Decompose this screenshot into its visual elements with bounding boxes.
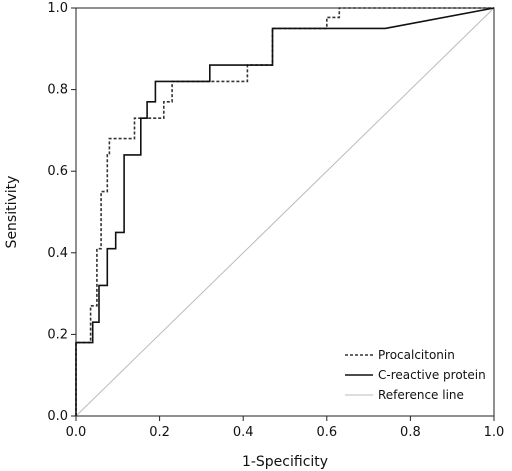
x-axis-title: 1-Specificity — [242, 454, 328, 470]
legend-label-procalcitonin: Procalcitonin — [378, 348, 455, 362]
y-tick-label: 0.4 — [47, 246, 68, 261]
legend-label-reference-line: Reference line — [378, 388, 464, 402]
x-tick-label: 0.4 — [233, 425, 254, 440]
x-tick-label: 0.0 — [66, 425, 87, 440]
y-tick-label: 0.6 — [47, 164, 68, 179]
y-tick-label: 1.0 — [47, 1, 68, 16]
plot-frame — [75, 7, 495, 417]
x-tick-label: 0.6 — [316, 425, 337, 440]
y-tick-label: 0.8 — [47, 83, 68, 98]
x-tick-label: 1.0 — [484, 425, 505, 440]
series-line-reference-line — [75, 7, 495, 417]
x-tick-label: 0.2 — [149, 425, 170, 440]
ticks-layer: 0.0 0.2 0.4 0.6 0.8 1.0 0.0 0.2 0.4 0.6 0.8 1.0 — [47, 1, 504, 440]
y-axis-title: Sensitivity — [4, 176, 20, 249]
x-tick-label: 0.8 — [400, 425, 421, 440]
legend: Procalcitonin C-reactive protein Referen… — [345, 348, 486, 402]
y-tick-label: 0.0 — [47, 409, 68, 424]
reference-layer — [75, 7, 495, 417]
series-layer — [75, 7, 495, 416]
series-line-c-reactive-protein — [75, 7, 495, 416]
legend-label-c-reactive-protein: C-reactive protein — [378, 368, 486, 382]
y-tick-label: 0.2 — [47, 327, 68, 342]
